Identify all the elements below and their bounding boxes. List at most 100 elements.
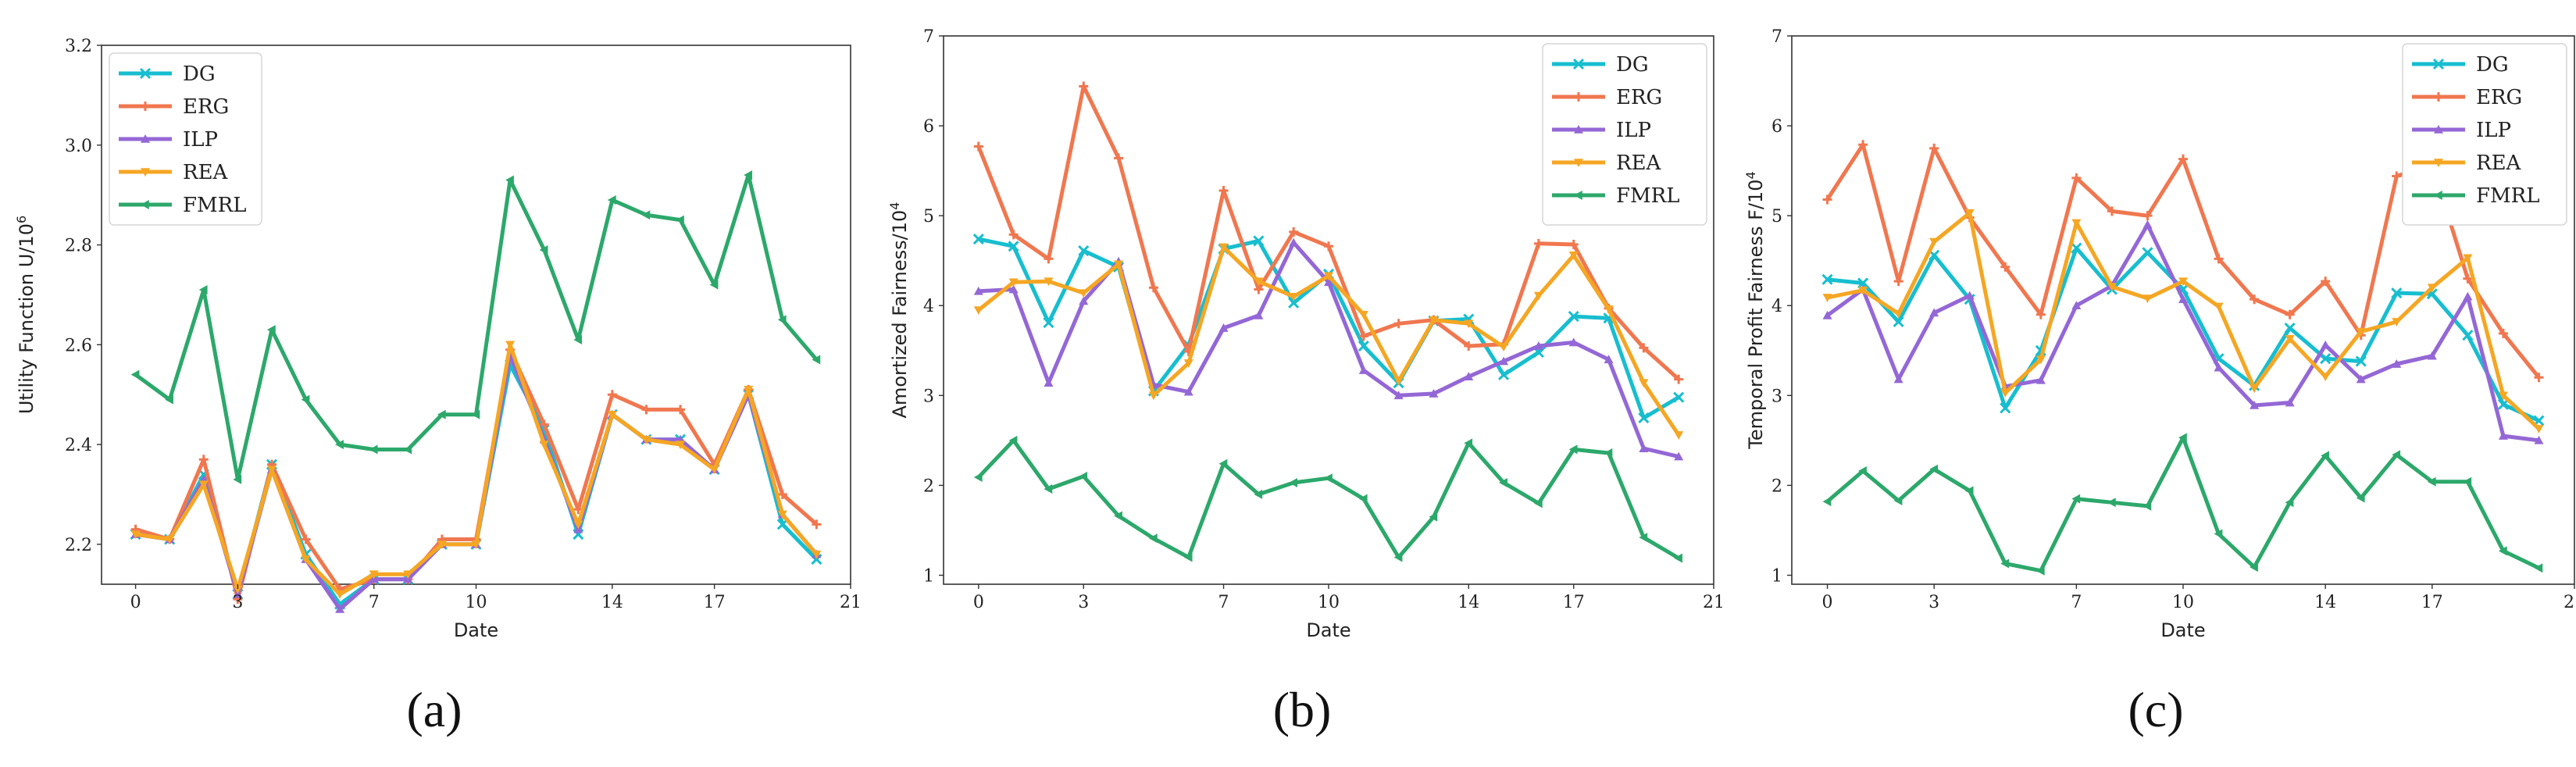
y-axis-label-exponent: 4: [1743, 171, 1758, 179]
y-axis-label: Amortized Fairness/104: [887, 202, 911, 419]
data-point-fmrl: [2463, 476, 2472, 487]
data-point-dg: [2391, 287, 2403, 299]
data-point-dg: [972, 234, 984, 245]
x-axis-label: Date: [1306, 619, 1350, 641]
data-point-erg: [2000, 262, 2010, 272]
data-point-ilp: [2463, 291, 2473, 301]
data-point-fmrl: [1929, 464, 1938, 474]
data-point-fmrl: [471, 409, 480, 419]
legend-marker-rea: [141, 168, 150, 177]
data-point-rea: [1964, 209, 1975, 218]
data-point-rea: [1929, 237, 1939, 247]
data-point-ilp: [1218, 323, 1229, 332]
data-point-erg: [1568, 239, 1579, 249]
data-point-erg: [198, 455, 209, 465]
x-axis-label: Date: [454, 619, 498, 641]
data-point-fmrl: [1674, 553, 1682, 563]
legend-marker-erg: [2434, 92, 2443, 102]
data-point-fmrl: [198, 285, 208, 295]
data-point-erg: [1893, 276, 1903, 287]
data-point-rea: [2392, 318, 2402, 326]
data-point-rea: [403, 570, 413, 580]
x-tick-label: 14: [2314, 593, 2336, 612]
data-point-erg: [2178, 154, 2188, 164]
data-point-fmrl: [2178, 433, 2187, 443]
data-point-ilp: [2071, 301, 2082, 310]
data-point-rea: [709, 466, 719, 475]
data-point-fmrl: [266, 325, 276, 335]
data-point-erg: [1008, 230, 1019, 240]
y-tick-label: 7: [923, 27, 934, 47]
data-point-fmrl: [1429, 512, 1438, 522]
x-tick-label: 3: [1928, 593, 1939, 612]
y-tick-label: 4: [1771, 297, 1782, 316]
y-tick-label: 2.2: [65, 536, 92, 555]
data-point-rea: [2356, 327, 2366, 337]
x-tick-label: 0: [973, 593, 984, 612]
x-ticks: 0 3 7 10 14 17 21: [1822, 584, 2576, 612]
data-point-rea: [369, 570, 379, 580]
data-point-erg: [607, 390, 617, 400]
data-point-erg: [2143, 211, 2153, 221]
data-point-fmrl: [676, 215, 684, 225]
legend: DG ERG ILP REA FMRL: [1542, 43, 1707, 226]
data-point-dg: [1253, 235, 1265, 247]
data-point-ilp: [2285, 398, 2295, 407]
data-point-erg: [1114, 153, 1124, 163]
data-point-fmrl: [1604, 448, 1613, 458]
data-point-erg: [2392, 171, 2402, 181]
data-point-ilp: [1393, 391, 1404, 400]
data-point-fmrl: [812, 355, 821, 365]
data-point-rea: [1858, 286, 1868, 295]
x-tick-label: 21: [2564, 593, 2576, 612]
y-ticks: 1 2 3 4 5 6 7: [923, 27, 944, 586]
data-point-dg: [2284, 322, 2296, 334]
data-point-fmrl: [1568, 444, 1578, 455]
data-point-rea: [1254, 277, 1264, 287]
data-point-dg: [2000, 402, 2011, 414]
data-point-rea: [130, 530, 141, 540]
data-point-rea: [676, 441, 686, 450]
data-point-rea: [1393, 377, 1404, 386]
y-tick-label: 2.4: [65, 436, 92, 455]
data-point-ilp: [1604, 355, 1614, 364]
data-point-rea: [973, 306, 983, 315]
data-point-ilp: [1254, 310, 1264, 319]
data-point-erg: [2534, 373, 2544, 383]
data-point-fmrl: [505, 175, 514, 185]
data-point-rea: [2463, 254, 2473, 263]
data-point-dg: [2071, 242, 2082, 254]
data-point-rea: [812, 550, 822, 559]
data-point-dg: [1673, 391, 1685, 403]
legend-label-dg: DG: [1616, 53, 1649, 77]
data-point-rea: [2250, 384, 2260, 394]
legend-label-fmrl: FMRL: [2476, 184, 2540, 208]
data-point-fmrl: [437, 409, 446, 419]
data-point-erg: [1393, 319, 1404, 329]
legend-label-rea: REA: [1616, 152, 1662, 175]
data-point-erg: [2035, 309, 2046, 319]
x-tick-label: 17: [1563, 593, 1585, 612]
data-point-erg: [676, 405, 686, 415]
x-tick-label: 10: [1318, 593, 1340, 612]
data-point-fmrl: [641, 210, 651, 220]
series-line-dg: [134, 362, 819, 607]
data-point-fmrl: [403, 444, 412, 455]
data-point-ilp: [973, 286, 983, 295]
data-point-ilp: [1929, 308, 1939, 317]
data-point-rea: [1464, 319, 1474, 329]
y-ticks: 2.2 2.4 2.6 2.8 3.0 3.2: [65, 37, 102, 555]
data-point-fmrl: [2534, 563, 2543, 573]
data-point-fmrl: [2214, 529, 2223, 539]
data-point-dg: [1043, 317, 1054, 329]
data-point-rea: [1568, 252, 1579, 260]
data-point-fmrl: [1114, 511, 1122, 521]
y-tick-label: 2.8: [65, 237, 92, 256]
data-point-fmrl: [1254, 489, 1263, 499]
data-point-dg: [1821, 273, 1833, 285]
data-point-fmrl: [973, 473, 983, 483]
x-tick-label: 14: [601, 593, 623, 612]
data-point-fmrl: [539, 244, 548, 255]
panel-caption: (c): [2128, 682, 2183, 737]
